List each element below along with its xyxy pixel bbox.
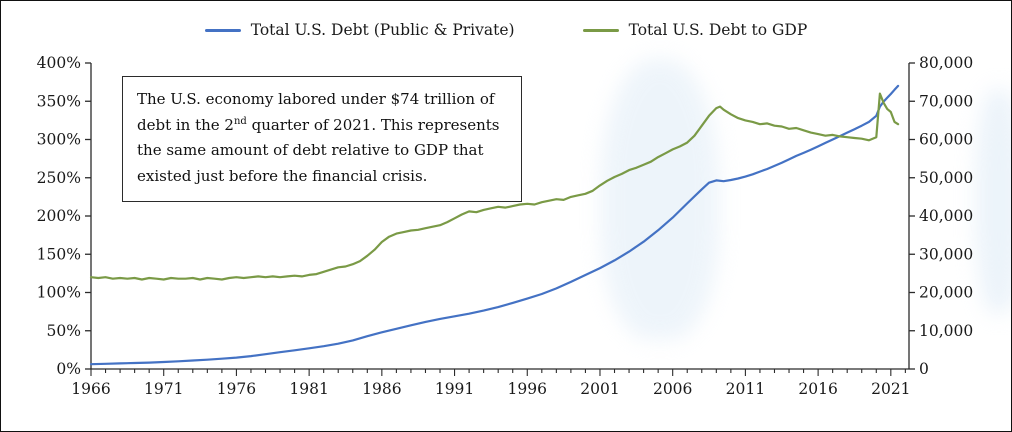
- legend-label-total-debt: Total U.S. Debt (Public & Private): [250, 21, 515, 39]
- svg-text:1991: 1991: [435, 380, 474, 398]
- svg-text:1996: 1996: [508, 380, 547, 398]
- svg-text:80,000: 80,000: [919, 54, 973, 72]
- svg-text:30,000: 30,000: [919, 245, 973, 263]
- svg-text:250%: 250%: [37, 169, 81, 187]
- svg-text:1971: 1971: [144, 380, 183, 398]
- legend-item-total-debt: Total U.S. Debt (Public & Private): [204, 21, 515, 39]
- svg-text:0%: 0%: [56, 360, 81, 378]
- svg-text:2021: 2021: [871, 380, 910, 398]
- svg-text:2006: 2006: [653, 380, 692, 398]
- svg-text:0: 0: [919, 360, 929, 378]
- legend-label-debt-to-gdp: Total U.S. Debt to GDP: [628, 21, 808, 39]
- svg-text:300%: 300%: [37, 131, 81, 149]
- svg-text:1966: 1966: [71, 380, 110, 398]
- annotation-text-end: quarter of 2021. This represents the sam…: [137, 115, 500, 185]
- svg-text:100%: 100%: [37, 284, 81, 302]
- annotation-text-start: The U.S. economy labored under $74 trill…: [137, 90, 495, 134]
- legend-swatch-total-debt-line: [204, 28, 241, 32]
- svg-text:50,000: 50,000: [919, 169, 973, 187]
- svg-text:2001: 2001: [580, 380, 619, 398]
- chart-legend: Total U.S. Debt (Public & Private) Total…: [1, 21, 1011, 39]
- annotation-box: The U.S. economy labored under $74 trill…: [122, 76, 522, 202]
- svg-text:200%: 200%: [37, 207, 81, 225]
- svg-text:40,000: 40,000: [919, 207, 973, 225]
- svg-text:1981: 1981: [289, 380, 328, 398]
- svg-text:20,000: 20,000: [919, 284, 973, 302]
- svg-text:60,000: 60,000: [919, 131, 973, 149]
- svg-text:2011: 2011: [726, 380, 765, 398]
- svg-text:1986: 1986: [362, 380, 401, 398]
- svg-text:50%: 50%: [47, 322, 81, 340]
- svg-text:1976: 1976: [217, 380, 256, 398]
- legend-item-debt-to-gdp: Total U.S. Debt to GDP: [582, 21, 808, 39]
- svg-text:10,000: 10,000: [919, 322, 973, 340]
- svg-text:2016: 2016: [798, 380, 837, 398]
- svg-text:70,000: 70,000: [919, 92, 973, 110]
- svg-text:150%: 150%: [37, 245, 81, 263]
- svg-text:350%: 350%: [37, 92, 81, 110]
- annotation-superscript: nd: [233, 115, 247, 127]
- legend-swatch-debt-to-gdp-line: [582, 28, 619, 32]
- svg-text:400%: 400%: [37, 54, 81, 72]
